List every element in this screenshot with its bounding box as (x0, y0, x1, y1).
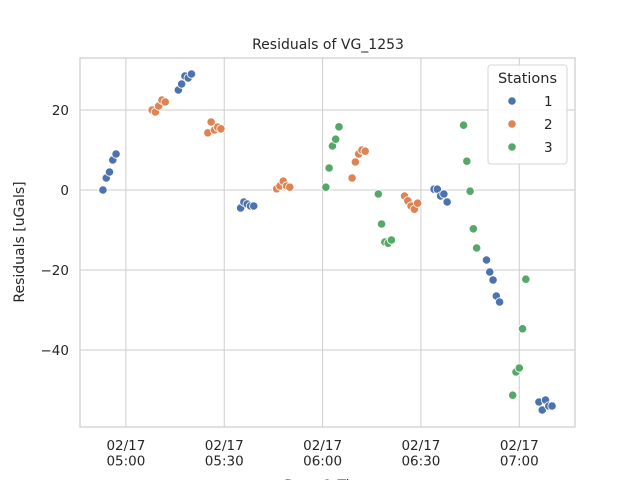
data-point (468, 224, 478, 234)
legend-title: Stations (498, 71, 557, 87)
data-point (111, 149, 121, 159)
data-point (442, 197, 452, 207)
data-point (104, 167, 115, 177)
data-point (376, 219, 387, 229)
data-point (386, 235, 397, 245)
data-point (439, 189, 449, 199)
x-tick-label: 02/17 05:30 (205, 438, 244, 470)
data-point (465, 186, 475, 196)
x-tick-label: 02/17 06:00 (303, 438, 342, 470)
data-point (517, 324, 528, 334)
data-point (347, 173, 357, 183)
data-point (547, 401, 557, 411)
data-point (160, 97, 170, 107)
data-point (485, 267, 495, 277)
data-point (98, 185, 108, 195)
data-point (521, 274, 531, 284)
legend-label: 3 (544, 140, 553, 156)
data-point (331, 134, 341, 144)
plot-frame (79, 57, 576, 428)
y-tick-label: −20 (41, 263, 70, 279)
y-tick-label: −40 (41, 343, 70, 359)
data-point (537, 405, 547, 415)
data-point (249, 201, 259, 211)
data-point (324, 163, 334, 173)
data-point (177, 79, 187, 89)
legend-label: 1 (544, 94, 553, 110)
x-tick-label: 02/17 05:00 (106, 438, 145, 470)
data-point (285, 182, 295, 192)
data-point (481, 255, 492, 265)
data-point (321, 182, 331, 192)
data-point (373, 189, 383, 199)
data-point (472, 243, 482, 253)
data-point (488, 275, 498, 285)
y-tick-label: 0 (60, 183, 69, 199)
data-point (350, 157, 360, 167)
legend-marker (507, 119, 517, 129)
data-point (462, 156, 472, 166)
chart-title: Residuals of VG_1253 (252, 37, 404, 53)
data-point (186, 69, 197, 79)
legend-marker (507, 96, 517, 106)
x-tick-label: 02/17 07:00 (500, 438, 539, 470)
data-point (360, 146, 370, 156)
data-point (495, 297, 505, 307)
y-axis-label: Residuals [uGals] (12, 181, 28, 302)
legend-marker (507, 142, 517, 152)
data-point (413, 198, 423, 208)
data-point (206, 117, 216, 127)
x-tick-label: 02/17 06:30 (401, 438, 440, 470)
data-point (334, 122, 344, 132)
data-point (508, 390, 518, 400)
y-tick-label: 20 (52, 103, 69, 119)
legend-label: 2 (544, 117, 553, 133)
x-axis-label: Date & Time (284, 478, 372, 480)
data-point (216, 124, 226, 134)
data-point (458, 120, 469, 130)
data-point (514, 363, 524, 373)
legend-box (487, 64, 568, 165)
